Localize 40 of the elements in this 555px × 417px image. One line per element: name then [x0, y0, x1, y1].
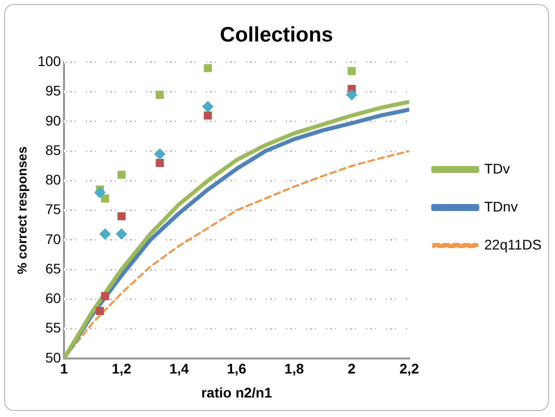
- y-tick-label: 65: [45, 260, 62, 276]
- point: [156, 158, 164, 167]
- y-axis-title: % correct responses: [14, 146, 30, 274]
- x-axis-title: ratio n2/n1: [201, 384, 272, 400]
- point: [101, 292, 110, 300]
- x-tick-label: 1: [60, 360, 68, 377]
- x-tick-label: 1,8: [284, 360, 304, 377]
- chart-title: Collections: [220, 23, 334, 46]
- y-tick-label: 90: [45, 112, 62, 128]
- legend-label: TDv: [484, 160, 510, 176]
- y-tick-label: 80: [45, 172, 62, 188]
- point: [117, 212, 126, 220]
- y-tick-label: 85: [45, 142, 62, 158]
- point: [154, 148, 166, 160]
- point: [156, 90, 164, 99]
- point: [117, 170, 126, 179]
- x-tick-label: 1,4: [169, 360, 189, 377]
- point: [204, 111, 212, 120]
- y-tick-label: 55: [45, 320, 62, 336]
- legend-label: 22q11DS: [484, 236, 542, 252]
- y-tick-label: 70: [45, 230, 62, 247]
- point: [204, 64, 212, 72]
- x-tick-label: 1,2: [112, 360, 132, 377]
- x-tick-label: 2: [348, 360, 356, 377]
- point: [94, 187, 106, 198]
- x-tick-label: 2,2: [400, 360, 420, 377]
- y-tick-label: 50: [45, 349, 62, 366]
- point: [101, 194, 110, 202]
- point: [100, 228, 111, 240]
- y-tick-label: 75: [45, 201, 62, 218]
- point: [346, 89, 358, 100]
- y-tick-label: 100: [38, 53, 62, 70]
- x-tick-label: 1,6: [226, 360, 247, 377]
- point: [202, 101, 214, 112]
- point: [348, 67, 356, 76]
- legend-label: TDnv: [484, 198, 518, 214]
- y-tick-label: 60: [45, 290, 62, 306]
- point: [96, 306, 104, 316]
- y-tick-label: 95: [45, 82, 62, 99]
- point: [116, 228, 128, 240]
